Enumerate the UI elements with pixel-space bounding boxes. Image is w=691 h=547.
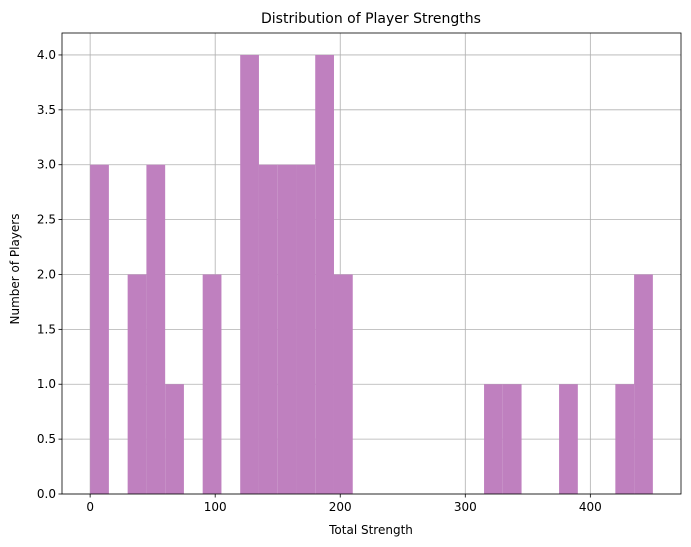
y-axis-ticks: 0.0 0.5 1.0 1.5 2.0 2.5 3.0 3.5 4.0 (37, 48, 62, 501)
y-axis-label: Number of Players (8, 214, 22, 325)
y-tick-label: 2.0 (37, 267, 56, 281)
histogram-bar (333, 274, 353, 494)
x-tick-label: 100 (204, 500, 227, 514)
chart-title: Distribution of Player Strengths (261, 11, 481, 27)
x-axis-ticks: 0 100 200 300 400 (86, 494, 602, 514)
histogram-bar (90, 164, 109, 494)
histogram-bar (634, 274, 653, 494)
x-tick-label: 200 (329, 500, 352, 514)
x-tick-label: 0 (86, 500, 94, 514)
x-tick-label: 300 (454, 500, 477, 514)
histogram-bar (165, 384, 184, 494)
y-tick-label: 0.5 (37, 432, 56, 446)
histogram-bar (559, 384, 578, 494)
y-tick-label: 2.5 (37, 213, 56, 227)
histogram-bar (502, 384, 522, 494)
histogram-bar (258, 164, 278, 494)
y-tick-label: 4.0 (37, 48, 56, 62)
histogram-bar (146, 164, 166, 494)
histogram-bar (127, 274, 147, 494)
y-tick-label: 3.5 (37, 103, 56, 117)
histogram-bar (296, 164, 316, 494)
plot-frame (61, 32, 682, 495)
histogram-bar (484, 384, 503, 494)
bars (90, 54, 653, 494)
histogram-bar (277, 164, 297, 494)
y-tick-label: 1.0 (37, 377, 56, 391)
y-tick-label: 1.5 (37, 322, 56, 336)
x-tick-label: 400 (579, 500, 602, 514)
x-axis-label: Total Strength (328, 523, 413, 537)
histogram-bar (615, 384, 635, 494)
histogram-bar (315, 54, 334, 494)
y-tick-label: 3.0 (37, 158, 56, 172)
histogram-bar (202, 274, 222, 494)
histogram-bar (240, 54, 259, 494)
y-tick-label: 0.0 (37, 487, 56, 501)
